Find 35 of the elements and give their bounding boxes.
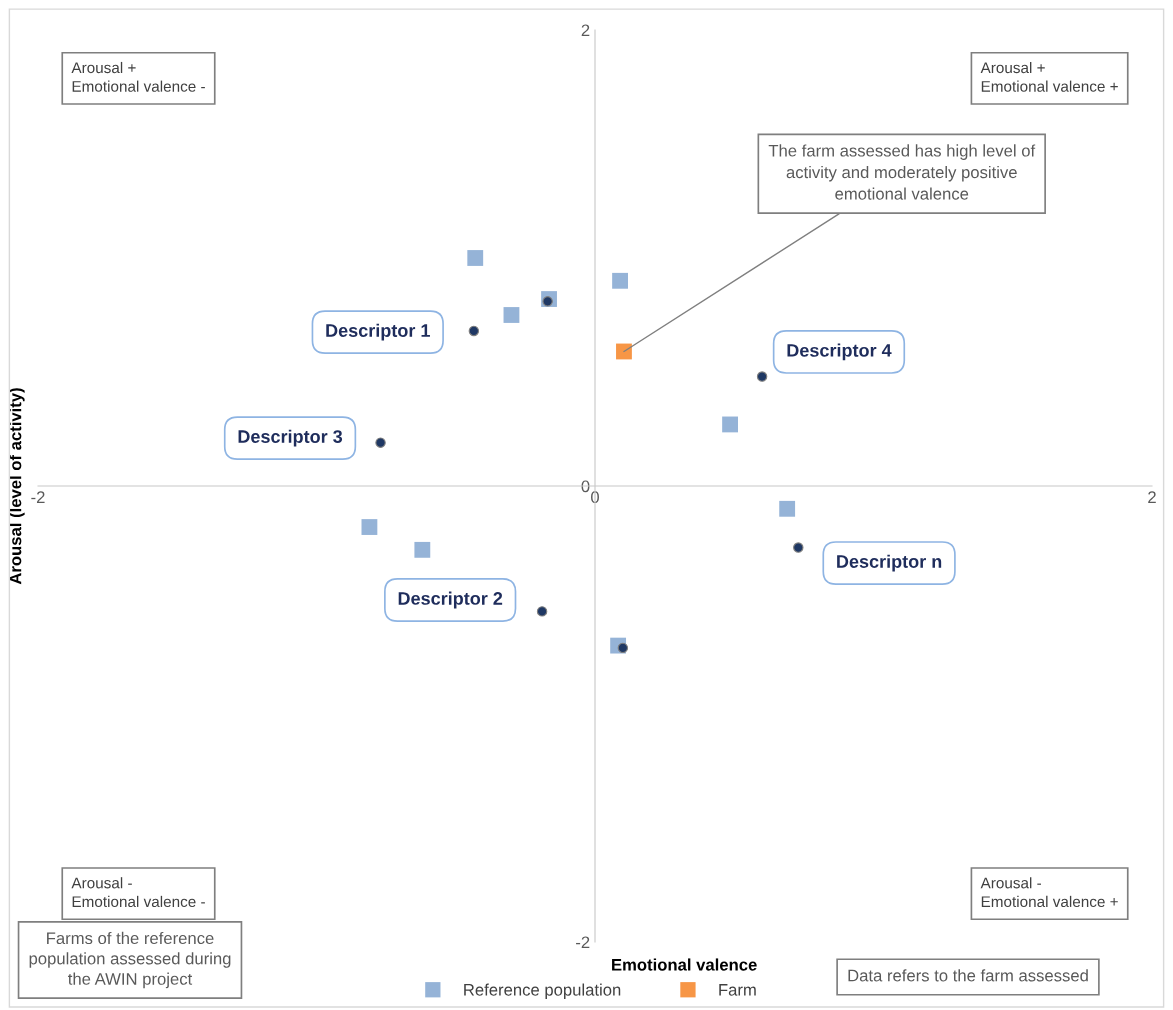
annotation: Descriptor 1 [326,323,430,341]
y-tick-label: 0 [581,480,590,493]
x-axis-title: Emotional valence [612,958,757,971]
point [779,500,796,517]
x-tick-label: 2 [1148,491,1156,503]
text: Data refers to the farm assessed [848,969,1088,982]
x-tick-label: 0 [591,491,599,504]
point [467,250,484,266]
annotation: Descriptor 4 [787,343,892,361]
point [414,541,431,558]
annotation: Arousal - Emotional valence + [980,877,1118,908]
annotation: Descriptor n [837,554,942,572]
legend-label: Farm [719,984,756,996]
point [375,437,386,448]
point [756,371,768,382]
annotation: Arousal + Emotional valence + [980,61,1118,92]
annotation: The farm assessed has high level of activity and moderately positive emotional valence [768,144,1036,200]
x-tick-label: -2 [31,491,45,503]
y-tick-label: -2 [576,936,590,949]
point [722,416,738,433]
legend-label: Reference population [464,983,621,1000]
point [616,343,632,360]
point [612,272,628,289]
annotation: Arousal + Emotional valence - [71,61,205,92]
y-axis-title: Arousal (level of activity) [9,388,25,585]
y-tick-label: 2 [581,24,590,37]
annotation: Descriptor 2 [398,591,503,609]
point [793,542,804,553]
annotation: Farms of the reference population assessed during the AWIN project [29,931,231,989]
point [503,307,520,323]
point [536,606,548,617]
annotation: Arousal - Emotional valence - [71,877,205,908]
point [468,325,480,337]
point [361,519,378,535]
annotation: Descriptor 3 [238,429,343,447]
